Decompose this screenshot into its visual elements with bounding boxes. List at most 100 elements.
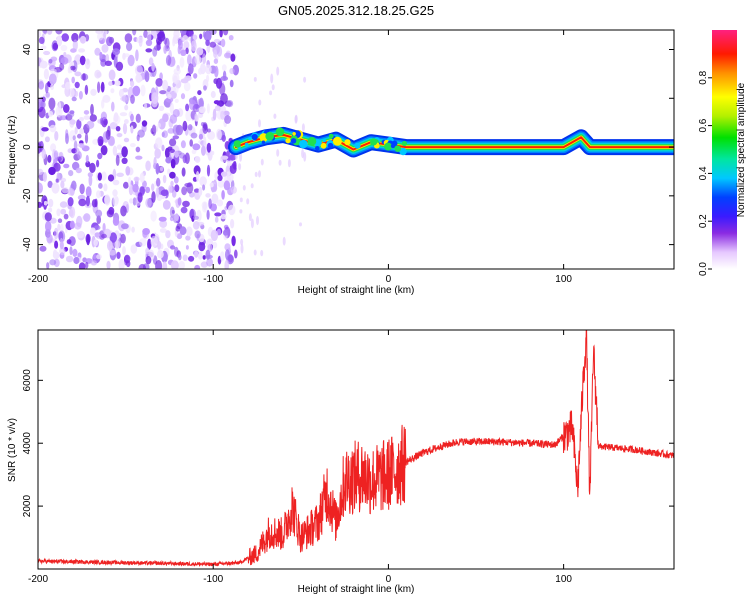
noise-blob (96, 215, 101, 225)
noise-blob (48, 110, 54, 117)
noise-blob (182, 254, 188, 262)
noise-blob (79, 55, 86, 66)
noise-blob (75, 167, 82, 174)
noise-blob (145, 247, 150, 255)
noise-blob (276, 149, 280, 157)
noise-blob (69, 220, 75, 229)
colorbar-tick-label: 0.4 (698, 166, 709, 180)
noise-blob (90, 260, 97, 266)
noise-blob (194, 113, 198, 122)
noise-blob (202, 124, 208, 134)
noise-blob (163, 45, 167, 54)
noise-blob (158, 216, 167, 222)
noise-blob (210, 229, 219, 241)
y-tick-label: 0 (22, 144, 33, 150)
noise-blob (96, 254, 102, 260)
noise-blob (273, 113, 277, 119)
noise-blob (83, 213, 91, 222)
noise-blob (130, 80, 135, 87)
noise-blob (74, 81, 80, 89)
noise-blob (108, 69, 116, 81)
noise-blob (220, 213, 227, 220)
noise-blob (145, 256, 152, 265)
noise-blob (42, 172, 48, 182)
noise-blob (182, 120, 188, 132)
noise-blob (220, 155, 229, 160)
noise-blob (229, 154, 237, 161)
noise-blob (219, 30, 223, 38)
noise-blob (123, 53, 130, 58)
signal-blob (320, 142, 327, 149)
noise-blob (106, 36, 113, 47)
noise-blob (79, 128, 84, 135)
noise-blob (111, 101, 115, 112)
x-tick-label: 100 (555, 274, 572, 285)
noise-blob (167, 127, 175, 134)
noise-blob (278, 159, 282, 166)
noise-blob (122, 246, 126, 255)
noise-blob (53, 227, 59, 240)
noise-blob (38, 201, 42, 208)
noise-blob (224, 243, 231, 251)
colorbar-ticks: 0.0 0.2 0.4 0.6 0.8 (698, 70, 712, 276)
noise-blob (201, 145, 206, 156)
noise-blob (139, 238, 147, 247)
noise-blob (85, 154, 89, 164)
noise-blob (232, 161, 237, 170)
noise-blob (229, 68, 235, 75)
noise-blob (85, 233, 91, 244)
noise-blob (59, 241, 64, 250)
noise-blob (287, 159, 291, 168)
noise-blob (107, 174, 115, 182)
noise-blob (180, 49, 187, 56)
noise-blob (216, 128, 222, 140)
noise-blob (165, 97, 174, 103)
noise-blob (85, 58, 91, 70)
noise-blob (159, 90, 167, 95)
noise-blob (197, 90, 202, 96)
noise-blob (91, 199, 98, 208)
noise-blob (158, 105, 165, 112)
noise-blob (162, 174, 167, 184)
noise-blob (258, 99, 262, 106)
noise-blob (130, 125, 134, 134)
noise-blob (123, 137, 130, 143)
noise-blob (54, 240, 59, 249)
noise-blob (169, 148, 175, 153)
noise-blob (83, 115, 90, 120)
snr-x-axis-title: Height of straight line (km) (298, 584, 415, 595)
noise-blob (68, 170, 74, 177)
noise-blob (192, 215, 199, 220)
noise-blob (63, 163, 70, 169)
noise-blob (196, 221, 205, 226)
noise-blob (76, 231, 85, 239)
noise-blob (65, 255, 74, 263)
noise-blob (159, 228, 167, 233)
noise-blob (250, 183, 254, 189)
noise-blob (38, 168, 44, 175)
noise-blob (186, 226, 193, 237)
noise-blob (173, 176, 179, 184)
noise-blob (120, 233, 126, 244)
noise-blob (228, 254, 234, 263)
noise-blob (221, 64, 227, 72)
noise-blob (38, 36, 45, 45)
noise-blob (137, 192, 143, 203)
noise-blob (89, 162, 96, 173)
signal-blob (307, 136, 317, 146)
noise-blob (127, 54, 135, 67)
noise-blob (187, 124, 193, 131)
noise-blob (72, 135, 76, 141)
noise-blob (182, 200, 190, 208)
noise-blob (178, 260, 185, 269)
noise-blob (260, 249, 264, 257)
noise-blob (123, 181, 129, 189)
noise-blob (214, 105, 221, 112)
noise-blob (45, 82, 49, 94)
noise-blob (50, 68, 57, 74)
noise-blob (145, 39, 153, 46)
noise-blob (127, 176, 132, 188)
noise-blob (206, 103, 210, 114)
noise-blob (194, 251, 199, 258)
